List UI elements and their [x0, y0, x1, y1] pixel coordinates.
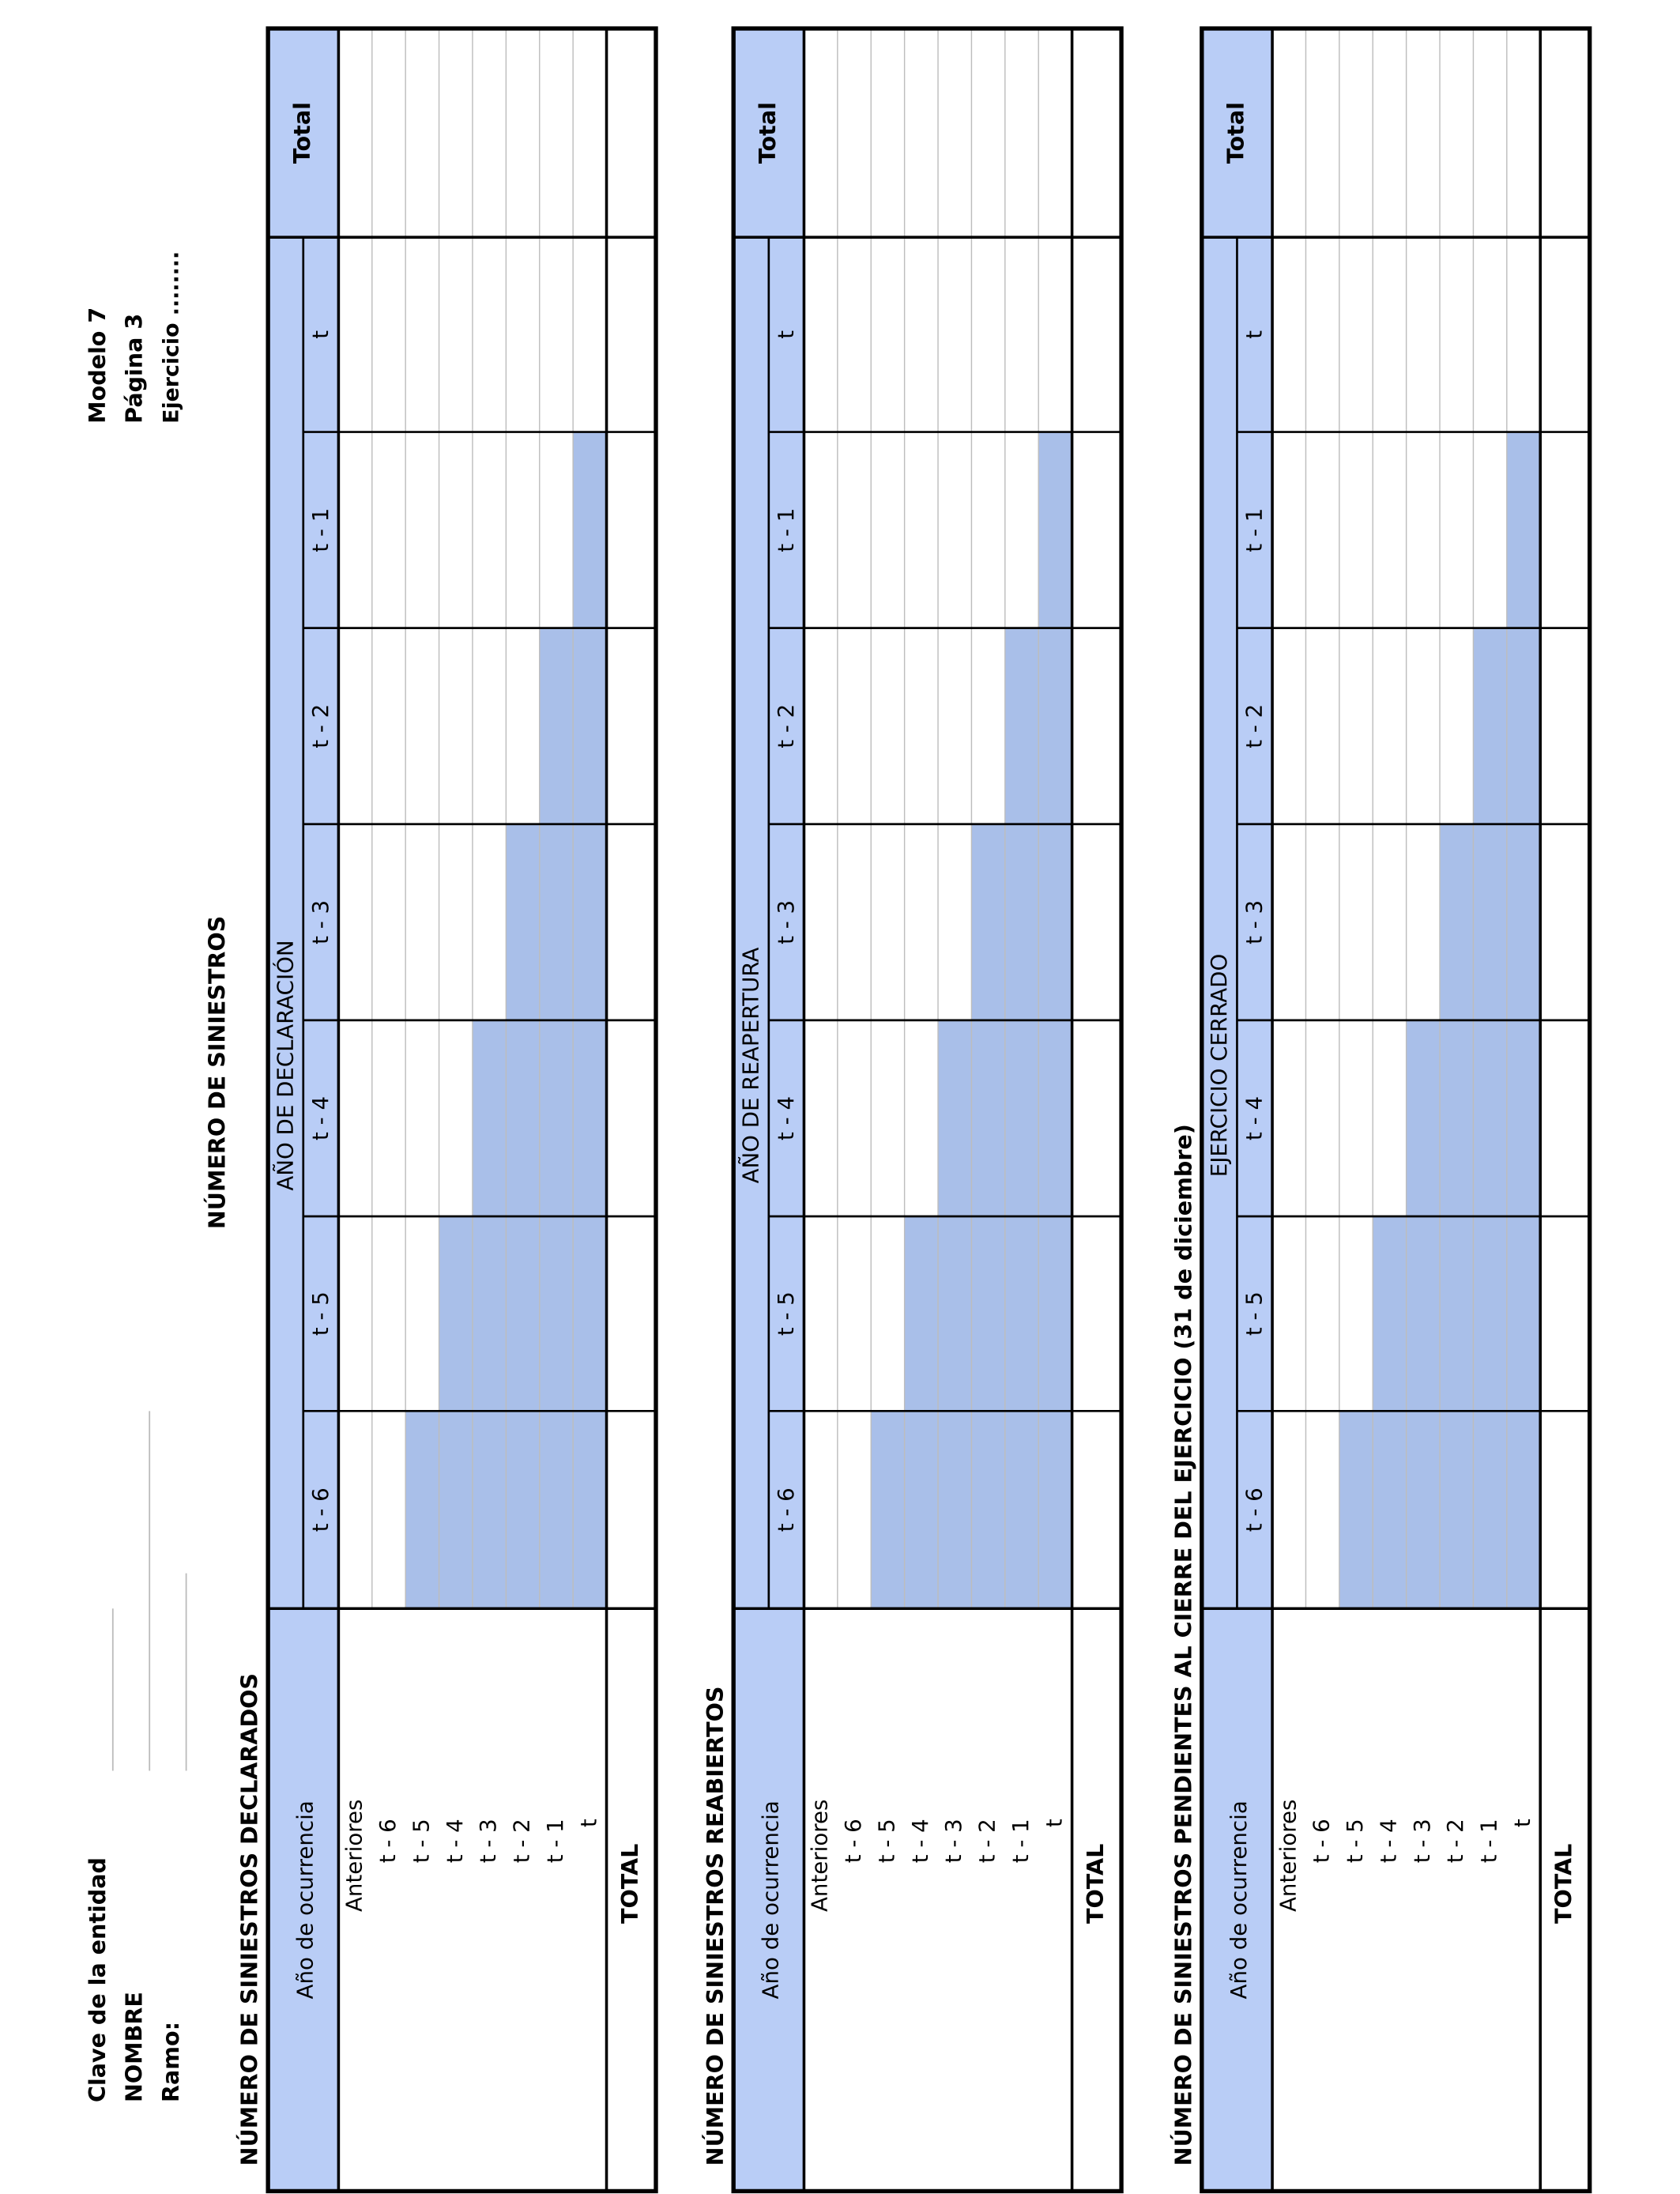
column-header: t - 1 — [1241, 508, 1268, 552]
header-cell — [733, 28, 804, 238]
row-label: t - 2 — [1442, 1819, 1468, 1863]
shaded-cell — [506, 824, 607, 1020]
row-label: t - 6 — [840, 1819, 866, 1863]
column-header: t - 6 — [307, 1487, 333, 1532]
shaded-cell — [439, 1216, 607, 1412]
row-label: t - 1 — [1008, 1819, 1034, 1863]
row-label: t — [1041, 1819, 1067, 1827]
shaded-cell — [1440, 824, 1541, 1020]
row-label: t — [575, 1819, 601, 1827]
row-header: Año de ocurrencia — [292, 1800, 318, 1999]
band-label: EJERCICIO CERRADO — [1206, 954, 1232, 1178]
column-header: t - 3 — [307, 900, 333, 944]
table-border — [266, 26, 658, 2194]
column-header: t - 6 — [1241, 1487, 1268, 1532]
column-header: t - 2 — [1241, 704, 1268, 748]
model-info: Modelo 7 — [84, 307, 111, 424]
row-header: Año de ocurrencia — [1226, 1800, 1252, 1999]
column-header: t - 6 — [773, 1487, 799, 1532]
column-header: t - 4 — [1241, 1096, 1268, 1140]
model-info: Ejercicio ........ — [159, 251, 183, 424]
row-label: t - 3 — [475, 1819, 501, 1863]
shaded-cell — [573, 432, 607, 628]
total-column-header: Total — [288, 102, 315, 164]
table-border — [1200, 26, 1592, 2194]
column-header: t — [773, 330, 799, 339]
row-label: t - 2 — [509, 1819, 535, 1863]
row-label: t - 5 — [408, 1819, 434, 1863]
header-cell — [268, 28, 339, 238]
column-header: t - 1 — [307, 508, 333, 552]
row-label: t - 6 — [375, 1819, 401, 1863]
column-header: t — [1241, 330, 1268, 339]
band-label: AÑO DE REAPERTURA — [737, 947, 763, 1183]
shaded-cell — [1038, 432, 1072, 628]
total-row-label: TOTAL — [1550, 1844, 1576, 1924]
row-label: Anteriores — [807, 1800, 833, 1912]
row-label: t - 1 — [542, 1819, 568, 1863]
total-row-label: TOTAL — [616, 1844, 643, 1924]
column-header: t - 5 — [1241, 1291, 1268, 1336]
page-title: NÚMERO DE SINIESTROS — [204, 916, 231, 1229]
column-header: t - 2 — [307, 704, 333, 748]
total-column-header: Total — [1222, 102, 1249, 164]
row-label: Anteriores — [341, 1800, 367, 1912]
field-label: Ramo: — [157, 2022, 184, 2102]
field-label: Clave de la entidad — [84, 1857, 111, 2102]
header-cell — [1201, 28, 1273, 238]
row-label: t - 5 — [1342, 1819, 1368, 1863]
row-header: Año de ocurrencia — [757, 1800, 783, 1999]
column-header: t - 1 — [773, 508, 799, 552]
column-header: t - 4 — [307, 1096, 333, 1140]
row-label: Anteriores — [1275, 1800, 1301, 1912]
column-header: t - 4 — [773, 1096, 799, 1140]
total-row-label: TOTAL — [1082, 1844, 1109, 1924]
column-header: t - 2 — [773, 704, 799, 748]
column-header: t - 3 — [1241, 900, 1268, 944]
total-column-header: Total — [754, 102, 781, 164]
field-label: NOMBRE — [120, 1992, 147, 2102]
column-header: t - 5 — [307, 1291, 333, 1336]
shaded-cell — [1506, 432, 1541, 628]
shaded-cell — [904, 1216, 1072, 1412]
column-header: t - 3 — [773, 900, 799, 944]
row-label: t - 3 — [940, 1819, 966, 1863]
section-title: NÚMERO DE SINIESTROS PENDIENTES AL CIERR… — [1170, 1124, 1196, 2166]
table-border — [731, 26, 1124, 2194]
section-title: NÚMERO DE SINIESTROS REABIERTOS — [702, 1687, 729, 2166]
row-label: t - 6 — [1309, 1819, 1335, 1863]
header-cell — [268, 1608, 339, 2192]
column-header: t - 5 — [773, 1291, 799, 1336]
row-label: t - 4 — [442, 1819, 468, 1863]
column-header: t — [307, 330, 333, 339]
row-label: t - 2 — [974, 1819, 1000, 1863]
header-cell — [733, 1608, 804, 2192]
row-label: t - 4 — [1375, 1819, 1401, 1863]
band-label: AÑO DE DECLARACIÓN — [271, 940, 298, 1190]
shaded-cell — [971, 824, 1072, 1020]
row-label: t - 4 — [907, 1819, 933, 1863]
row-label: t - 1 — [1476, 1819, 1502, 1863]
row-label: t - 5 — [873, 1819, 899, 1863]
section-title: NÚMERO DE SINIESTROS DECLARADOS — [236, 1673, 263, 2166]
shaded-cell — [1373, 1216, 1541, 1412]
model-info: Página 3 — [120, 314, 147, 424]
row-label: t — [1509, 1819, 1535, 1827]
row-label: t - 3 — [1409, 1819, 1435, 1863]
header-cell — [1201, 1608, 1273, 2192]
